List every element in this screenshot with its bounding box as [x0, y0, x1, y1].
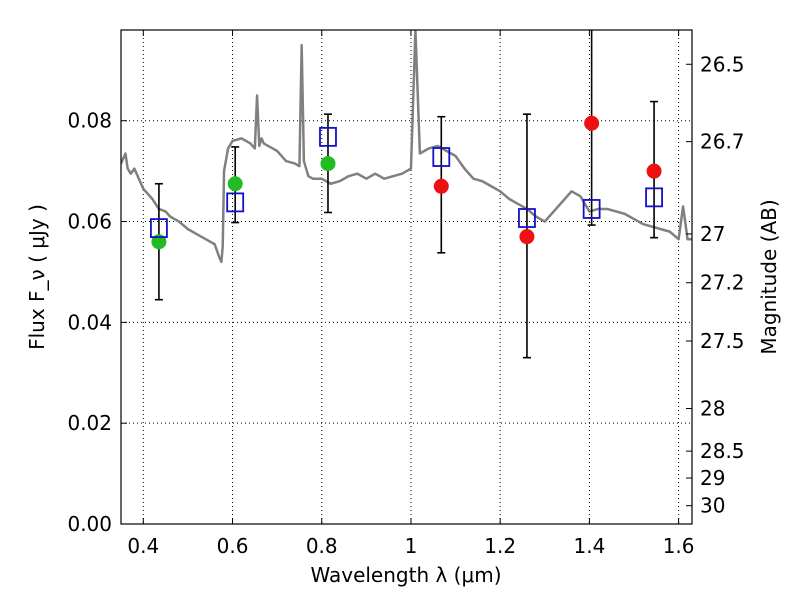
right-tick-label: 28 — [700, 397, 725, 421]
right-tick-label: 27.5 — [700, 329, 745, 353]
x-tick-label: 1.6 — [663, 534, 695, 558]
observed-points-layer — [151, 115, 662, 250]
right-tick-label: 28.5 — [700, 439, 745, 463]
model-point — [432, 147, 451, 167]
model-point — [518, 208, 536, 228]
x-axis-ticks: 0.4 0.6 0.8 1 1.2 1.4 1.6 — [127, 30, 695, 558]
y-tick-label: 0.04 — [67, 310, 112, 334]
x-tick-label: 1.4 — [573, 534, 605, 558]
x-axis-title: Wavelength λ (μm) — [310, 563, 501, 587]
x-tick-label: 0.4 — [127, 534, 159, 558]
x-tick-label: 1.2 — [484, 534, 516, 558]
model-point — [226, 192, 245, 213]
x-tick-label: 0.8 — [306, 534, 338, 558]
right-tick-label: 26.7 — [700, 130, 745, 154]
right-axis-title: Magnitude (AB) — [757, 199, 781, 354]
observed-point — [320, 156, 336, 172]
y-tick-label: 0.02 — [67, 411, 112, 435]
plot-frame — [120, 29, 693, 525]
y-tick-label: 0.08 — [67, 109, 112, 133]
grid-layer — [121, 30, 692, 525]
right-tick-label: 26.5 — [700, 52, 745, 76]
x-tick-label: 0.6 — [217, 534, 249, 558]
spectrum-layer — [121, 30, 692, 264]
spectrum-line — [121, 30, 692, 264]
y-axis-title: Flux F_ν ( μJy ) — [25, 204, 49, 350]
model-point — [645, 187, 663, 208]
observed-point — [584, 115, 600, 131]
right-tick-label: 27 — [700, 222, 725, 246]
right-axis-ticks: 26.5 26.7 27 27.2 27.5 28 28.5 29 30 — [686, 52, 745, 518]
right-tick-label: 29 — [700, 466, 725, 490]
model-point — [319, 126, 337, 147]
plot-area — [121, 30, 692, 359]
model-point — [582, 199, 601, 219]
right-tick-label: 27.2 — [700, 271, 745, 295]
x-tick-label: 1 — [405, 534, 418, 558]
model-points-layer — [150, 126, 663, 239]
errorbar-layer — [154, 30, 659, 359]
y-tick-label: 0.06 — [67, 210, 112, 234]
observed-point — [646, 163, 662, 179]
model-point — [150, 218, 168, 239]
y-axis-ticks: 0.00 0.02 0.04 0.06 0.08 — [67, 109, 127, 536]
right-tick-label: 30 — [700, 494, 725, 518]
observed-point — [519, 229, 535, 245]
observed-point — [433, 178, 449, 194]
observed-point — [227, 176, 243, 192]
y-tick-label: 0.00 — [67, 512, 112, 536]
